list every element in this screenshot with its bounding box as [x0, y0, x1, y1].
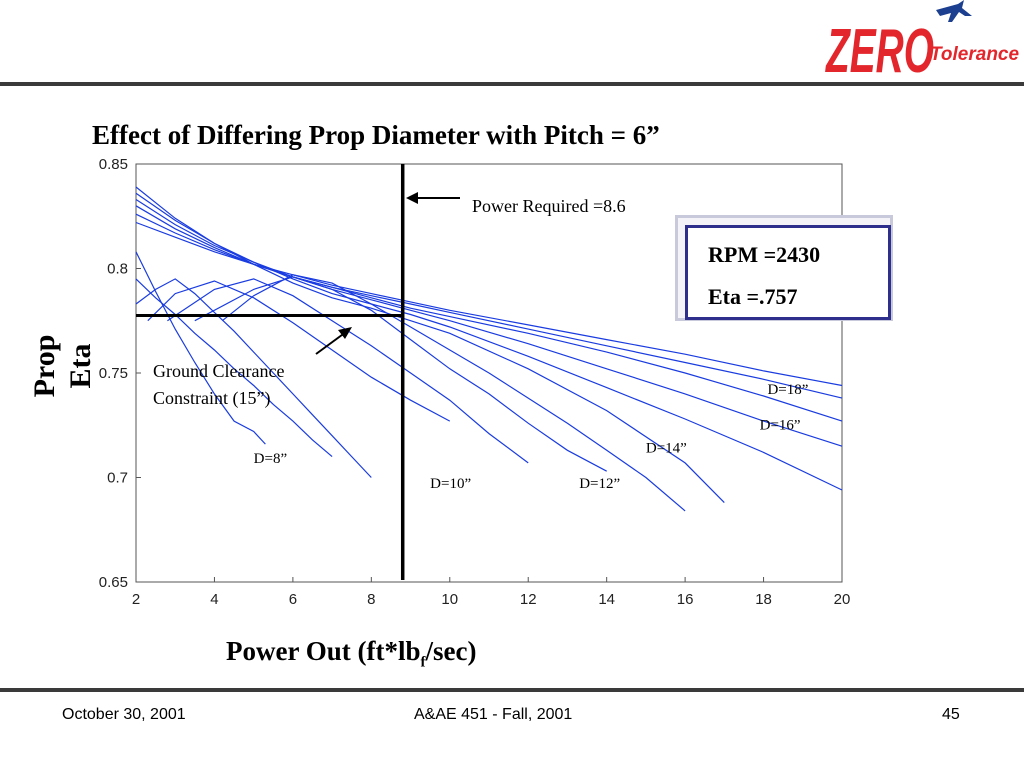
x-tick-label: 6: [289, 591, 297, 608]
x-tick-label: 16: [677, 591, 694, 608]
x-tick-label: 18: [755, 591, 772, 608]
x-tick-label: 20: [834, 591, 851, 608]
series-line-11: [135, 213, 843, 399]
footer-rule: [0, 688, 1024, 692]
curve-label-2: D=12”: [579, 476, 620, 492]
series-line-8: [135, 192, 843, 491]
x-axis-label: Power Out (ft*lbf/sec): [226, 636, 476, 671]
x-axis-label-main: Power Out (ft*lb: [226, 636, 421, 666]
logo-zero-text: ZERO: [825, 17, 934, 82]
y-tick-label: 0.85: [99, 156, 128, 173]
x-tick-label: 8: [367, 591, 375, 608]
y-axis-label: Prop Eta: [27, 321, 99, 411]
series-line-4: [167, 278, 529, 464]
x-tick-label: 4: [210, 591, 218, 608]
series-line-10: [135, 205, 843, 422]
ground-clearance-label: Ground Clearance Constraint (15”): [153, 358, 284, 412]
ground-clearance-line2: Constraint (15”): [153, 388, 271, 408]
series-line-1: [135, 278, 333, 458]
curve-label-5: D=18”: [767, 382, 808, 398]
result-box: RPM =2430 Eta =.757: [685, 225, 891, 320]
eta-value: Eta =.757: [708, 284, 798, 309]
ground-clearance-line1: Ground Clearance: [153, 361, 285, 381]
footer-page-number: 45: [942, 706, 960, 723]
header-rule: [0, 82, 1024, 86]
series-line-12: [135, 221, 843, 387]
axis-ticks: 2 4 6 8 10 12 14 16 18 20 0.65 0.7 0.75 0.8 0.85: [99, 156, 851, 608]
series-line-9: [135, 198, 843, 447]
y-tick-label: 0.75: [99, 365, 128, 382]
x-tick-label: 2: [132, 591, 140, 608]
zero-tolerance-logo: ZERO Tolerance: [825, 0, 1019, 82]
x-axis-label-sub: f: [420, 654, 426, 671]
curve-label-1: D=10”: [430, 476, 471, 492]
power-required-label: Power Required =8.6: [472, 196, 626, 216]
y-axis-label-line2: Eta: [64, 343, 97, 389]
y-axis-label-line1: Prop: [28, 334, 61, 398]
power-arrow: [406, 192, 460, 204]
rpm-value: RPM =2430: [708, 242, 821, 267]
reference-lines-group: [136, 164, 405, 580]
x-axis-label-end: /sec): [425, 636, 477, 666]
jet-icon: [936, 0, 972, 22]
y-tick-label: 0.65: [99, 574, 128, 591]
curve-labels-group: D=8” D=10” D=12” D=14” D=16” D=18”: [254, 382, 809, 492]
slide-title: Effect of Differing Prop Diameter with P…: [92, 120, 660, 150]
x-tick-label: 14: [598, 591, 615, 608]
ground-arrow: [315, 327, 352, 355]
curves-group: [135, 186, 843, 512]
y-tick-label: 0.7: [107, 470, 128, 487]
x-tick-label: 10: [441, 591, 458, 608]
x-tick-label: 12: [520, 591, 537, 608]
series-line-5: [194, 276, 607, 472]
curve-label-3: D=14”: [646, 440, 687, 456]
curve-label-0: D=8”: [254, 451, 287, 467]
series-line-0: [135, 251, 266, 445]
y-tick-label: 0.8: [107, 261, 128, 278]
logo-tolerance-text: Tolerance: [930, 44, 1019, 65]
curve-label-4: D=16”: [760, 417, 801, 433]
series-line-2: [135, 278, 372, 478]
footer-course: A&AE 451 - Fall, 2001: [414, 706, 573, 723]
footer-date: October 30, 2001: [62, 706, 186, 723]
series-line-3: [147, 280, 451, 422]
